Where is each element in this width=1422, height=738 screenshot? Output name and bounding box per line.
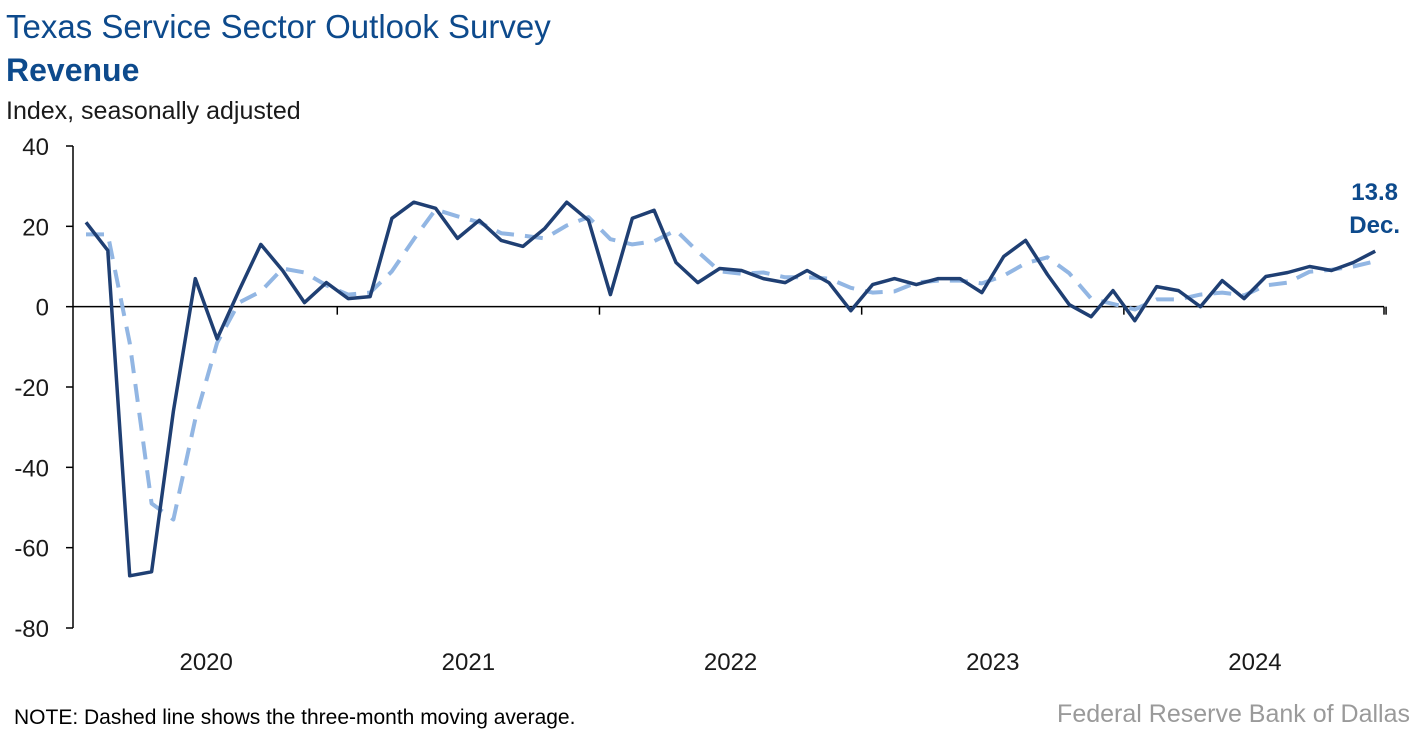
y-tick-label: 40 (22, 134, 49, 161)
x-axis: 2020 2021 2022 2023 2024 (73, 305, 1387, 676)
latest-value-label: 13.8 (1351, 179, 1398, 206)
x-tick-label: 2023 (966, 649, 1019, 676)
y-tick-label: -80 (14, 616, 49, 643)
y-tick-label: -60 (14, 536, 49, 563)
latest-month-label: Dec. (1349, 212, 1400, 239)
x-tick-label: 2022 (704, 649, 757, 676)
series-lines (84, 200, 1377, 578)
chart-subtitle: Revenue (6, 52, 140, 88)
y-tick-label: -40 (14, 455, 49, 482)
source-credit: Federal Reserve Bank of Dallas (1057, 700, 1410, 728)
revenue-index-line (84, 200, 1377, 578)
x-tick-label: 2024 (1228, 649, 1281, 676)
moving-average-line (86, 207, 1376, 522)
y-tick-label: -20 (14, 375, 49, 402)
chart-title: Texas Service Sector Outlook Survey (6, 8, 551, 45)
y-tick-label: 0 (36, 295, 49, 322)
x-tick-label: 2020 (179, 649, 232, 676)
y-axis: 40 20 0 -20 -40 -60 -80 (14, 134, 74, 643)
y-tick-label: 20 (22, 214, 49, 241)
y-axis-unit-label: Index, seasonally adjusted (6, 97, 301, 125)
footnote: NOTE: Dashed line shows the three-month … (14, 706, 576, 729)
x-tick-label: 2021 (442, 649, 495, 676)
